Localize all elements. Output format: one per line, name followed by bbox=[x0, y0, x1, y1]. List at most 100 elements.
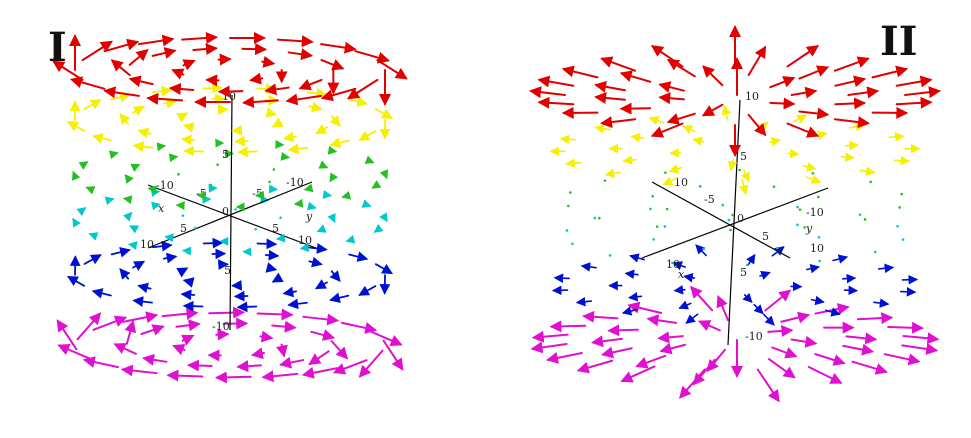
field-arrow bbox=[76, 207, 87, 217]
field-arrow bbox=[318, 160, 329, 169]
field-arrow bbox=[364, 155, 375, 164]
y-tick-label: 10 bbox=[298, 234, 312, 247]
field-arrow bbox=[320, 87, 357, 102]
field-arrow bbox=[272, 168, 276, 171]
field-arrow bbox=[877, 263, 895, 274]
field-arrow bbox=[635, 354, 667, 369]
field-arrow bbox=[302, 313, 340, 326]
field-arrow bbox=[256, 308, 294, 321]
field-arrow bbox=[767, 358, 796, 379]
field-arrow bbox=[374, 108, 393, 119]
field-arrow bbox=[140, 324, 165, 336]
field-arrow bbox=[329, 172, 339, 183]
field-arrow bbox=[658, 81, 685, 93]
field-arrow bbox=[668, 164, 683, 174]
field-arrow bbox=[553, 273, 570, 283]
field-arrow bbox=[803, 226, 806, 229]
field-arrow bbox=[271, 272, 284, 283]
field-arrow bbox=[82, 356, 120, 369]
field-arrow bbox=[166, 369, 204, 382]
y-tick-label: -10 bbox=[806, 206, 824, 219]
y-tick-label: 5 bbox=[272, 222, 279, 235]
field-arrow bbox=[747, 45, 767, 77]
field-arrow bbox=[858, 213, 862, 216]
field-arrow bbox=[530, 341, 568, 354]
field-arrow bbox=[183, 145, 204, 157]
field-arrow bbox=[177, 172, 180, 176]
field-arrow bbox=[181, 214, 185, 217]
y-tick-label: 5 bbox=[762, 230, 769, 243]
field-arrow bbox=[130, 163, 141, 172]
field-arrow bbox=[88, 232, 99, 241]
field-arrow bbox=[646, 314, 678, 327]
field-arrow bbox=[217, 53, 232, 66]
field-arrow bbox=[769, 76, 796, 89]
x-tick-label: -5 bbox=[704, 193, 715, 206]
field-arrow bbox=[775, 246, 779, 250]
field-arrow bbox=[137, 34, 175, 47]
field-arrow bbox=[161, 307, 199, 320]
field-arrow bbox=[303, 183, 314, 193]
x-axis bbox=[651, 181, 791, 259]
field-arrow bbox=[690, 285, 714, 312]
field-arrow bbox=[175, 319, 201, 332]
x-tick-label: 10 bbox=[674, 176, 688, 189]
field-arrow bbox=[842, 273, 857, 284]
field-arrow bbox=[120, 364, 158, 377]
field-arrow bbox=[790, 335, 818, 348]
field-arrow bbox=[280, 151, 291, 161]
field-arrow bbox=[742, 292, 753, 304]
panel-label-II: II bbox=[880, 18, 918, 65]
field-arrow bbox=[194, 226, 197, 230]
field-arrow bbox=[314, 279, 328, 290]
field-arrow bbox=[358, 130, 377, 141]
field-arrow bbox=[320, 59, 345, 71]
field-arrow bbox=[83, 99, 102, 110]
field-arrow bbox=[146, 92, 184, 105]
field-arrow bbox=[308, 350, 330, 365]
field-arrow bbox=[209, 183, 212, 187]
field-arrow bbox=[293, 198, 304, 208]
field-arrow bbox=[103, 38, 140, 53]
field-arrow bbox=[78, 161, 89, 170]
field-arrow bbox=[285, 93, 323, 106]
x-axis-name: x bbox=[158, 202, 165, 215]
field-arrow bbox=[264, 249, 280, 261]
field-arrow bbox=[662, 176, 678, 186]
field-arrow bbox=[834, 75, 867, 88]
field-arrow bbox=[57, 343, 92, 360]
field-arrow bbox=[666, 59, 696, 78]
field-arrow bbox=[764, 289, 792, 312]
field-arrow bbox=[847, 86, 880, 99]
field-arrow bbox=[129, 225, 140, 234]
field-arrow bbox=[537, 75, 575, 88]
field-arrow bbox=[871, 65, 909, 79]
field-arrow bbox=[594, 124, 611, 134]
field-arrow bbox=[181, 334, 195, 346]
field-arrow bbox=[798, 208, 802, 211]
field-arrow bbox=[271, 117, 284, 128]
field-arrow bbox=[110, 246, 131, 258]
field-arrow bbox=[127, 241, 138, 251]
y-axis-name: y bbox=[805, 222, 813, 235]
field-arrow bbox=[249, 72, 264, 85]
field-arrow bbox=[727, 159, 738, 172]
field-arrow bbox=[818, 259, 821, 263]
field-arrow bbox=[132, 141, 154, 152]
field-arrow bbox=[888, 132, 905, 142]
field-arrow bbox=[379, 212, 388, 223]
field-arrow bbox=[863, 218, 867, 221]
field-arrow bbox=[374, 263, 394, 275]
field-arrow bbox=[747, 113, 767, 137]
field-arrow bbox=[811, 172, 815, 175]
field-arrow bbox=[692, 136, 705, 146]
field-arrow bbox=[649, 207, 652, 211]
field-arrow bbox=[652, 238, 656, 241]
field-arrow bbox=[71, 170, 81, 181]
field-arrow bbox=[382, 339, 404, 371]
field-arrow bbox=[739, 179, 749, 196]
field-arrow bbox=[901, 343, 939, 355]
x-tick-label: -10 bbox=[156, 179, 174, 192]
field-arrow bbox=[887, 321, 925, 334]
field-arrow bbox=[176, 112, 189, 123]
